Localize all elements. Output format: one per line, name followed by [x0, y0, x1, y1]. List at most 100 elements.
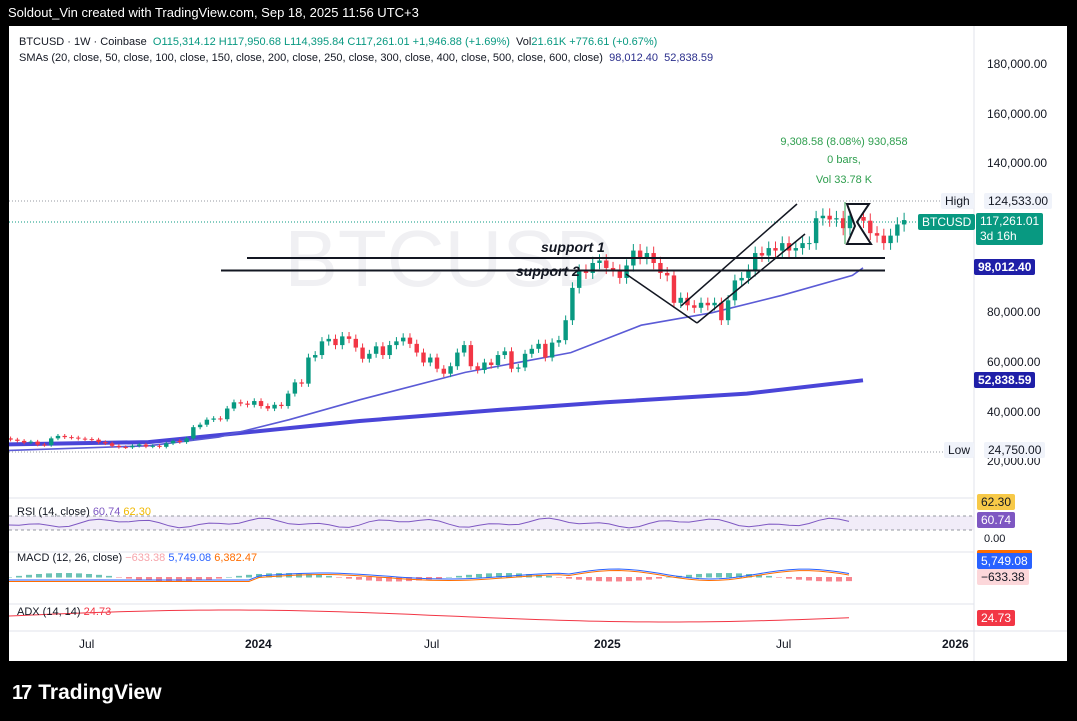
- candle-body: [671, 275, 677, 303]
- candle: [143, 442, 149, 449]
- candle: [644, 246, 650, 265]
- tradingview-logo: 17 TradingView: [12, 681, 162, 705]
- candle: [28, 439, 34, 445]
- macd-histogram-bar: [836, 577, 842, 582]
- macd-histogram-bar: [116, 577, 122, 578]
- macd-histogram-bar: [336, 577, 342, 578]
- legend-sma1: 98,012.40: [609, 52, 659, 64]
- candle: [685, 292, 690, 311]
- candle: [583, 264, 589, 279]
- candle-body: [252, 401, 257, 405]
- price-tick-80k: 80,000.00: [987, 305, 1041, 319]
- candle-body: [441, 368, 447, 374]
- macd-histogram-bar: [816, 577, 822, 582]
- candle: [103, 440, 108, 446]
- candle: [509, 347, 514, 373]
- candle-body: [150, 445, 155, 447]
- main-chart[interactable]: BTCUSD support 1 support 2 9,308.58 (8.0…: [9, 26, 1067, 661]
- candle-body: [130, 445, 135, 448]
- time-tick-jul-2023: Jul: [79, 637, 95, 651]
- candle-body: [529, 348, 535, 354]
- candle: [292, 379, 298, 397]
- candle-body: [610, 267, 616, 271]
- macd-histogram-bar: [646, 577, 652, 580]
- candle: [231, 399, 237, 412]
- candle-body: [448, 366, 453, 374]
- candle-body: [509, 351, 514, 369]
- candle-body: [780, 243, 785, 251]
- price-tick-40k: 40,000.00: [987, 405, 1041, 419]
- chart-frame[interactable]: BTCUSD support 1 support 2 9,308.58 (8.0…: [9, 26, 1067, 661]
- macd-histogram-bar: [636, 577, 642, 581]
- candle-body: [827, 215, 832, 220]
- candle-body: [360, 347, 365, 359]
- candle-body: [258, 401, 264, 407]
- candle: [184, 436, 189, 444]
- candle: [150, 444, 155, 449]
- projection-shape: [845, 203, 873, 245]
- candle: [840, 210, 846, 236]
- macd-histogram-bar: [806, 577, 812, 581]
- macd-tag-hist: −633.38: [977, 569, 1029, 585]
- candle: [76, 435, 81, 441]
- candle-body: [143, 444, 149, 447]
- candle: [461, 340, 467, 357]
- candle: [563, 315, 568, 345]
- adx-line: [9, 609, 850, 623]
- candle-body: [807, 243, 812, 245]
- candle: [136, 442, 142, 448]
- candle-body: [285, 393, 291, 407]
- candle-body: [861, 216, 866, 221]
- sma1-tag: 98,012.40: [974, 259, 1036, 275]
- candle-body: [874, 233, 880, 236]
- macd-histogram-bar: [536, 574, 542, 578]
- candle: [475, 362, 480, 374]
- candle: [834, 210, 839, 227]
- macd-histogram-bar: [126, 577, 132, 579]
- candle: [759, 246, 765, 262]
- macd-histogram-bar: [546, 575, 552, 578]
- candle-body: [434, 357, 440, 369]
- candle-body: [468, 345, 474, 367]
- candle: [664, 266, 670, 282]
- candle: [69, 435, 74, 440]
- macd-histogram-bar: [16, 575, 22, 578]
- time-tick-jul-2025: Jul: [776, 637, 792, 651]
- macd-histogram-bar: [396, 577, 402, 582]
- macd-histogram-bar: [36, 573, 42, 578]
- candle-body: [380, 346, 386, 356]
- candle-body: [766, 248, 771, 256]
- candle-body: [698, 302, 704, 308]
- candle-body: [664, 272, 670, 276]
- legend-symbol[interactable]: BTCUSD · 1W · Coinbase: [19, 36, 147, 48]
- candle-body: [299, 382, 304, 384]
- candle-body: [617, 270, 623, 278]
- macd-histogram-bar: [846, 577, 852, 582]
- macd-histogram-bar: [436, 577, 442, 579]
- candle: [800, 236, 805, 255]
- measure-line-3: Vol 33.78 K: [816, 174, 873, 186]
- candle-body: [211, 418, 216, 420]
- macd-histogram-bar: [606, 577, 612, 582]
- candle-body: [245, 403, 250, 405]
- candle-body: [901, 220, 907, 225]
- candle: [610, 261, 616, 277]
- candle: [265, 403, 271, 412]
- candle: [42, 442, 47, 447]
- candle: [353, 334, 359, 352]
- candle: [495, 351, 501, 369]
- candle-body: [35, 441, 40, 445]
- candle-body: [82, 438, 88, 440]
- candle: [617, 264, 623, 284]
- last-price-tag: 117,261.01 3d 16h: [976, 213, 1044, 245]
- time-tick-2026: 2026: [942, 637, 969, 651]
- candle: [901, 212, 907, 232]
- candle: [82, 436, 88, 441]
- candle-body: [597, 260, 602, 263]
- time-tick-2025: 2025: [594, 637, 621, 651]
- macd-histogram-bar: [356, 577, 362, 580]
- legend-vol-label: Vol: [516, 36, 532, 48]
- candle: [340, 331, 345, 350]
- candle-body: [495, 355, 501, 365]
- candle-body: [570, 287, 575, 321]
